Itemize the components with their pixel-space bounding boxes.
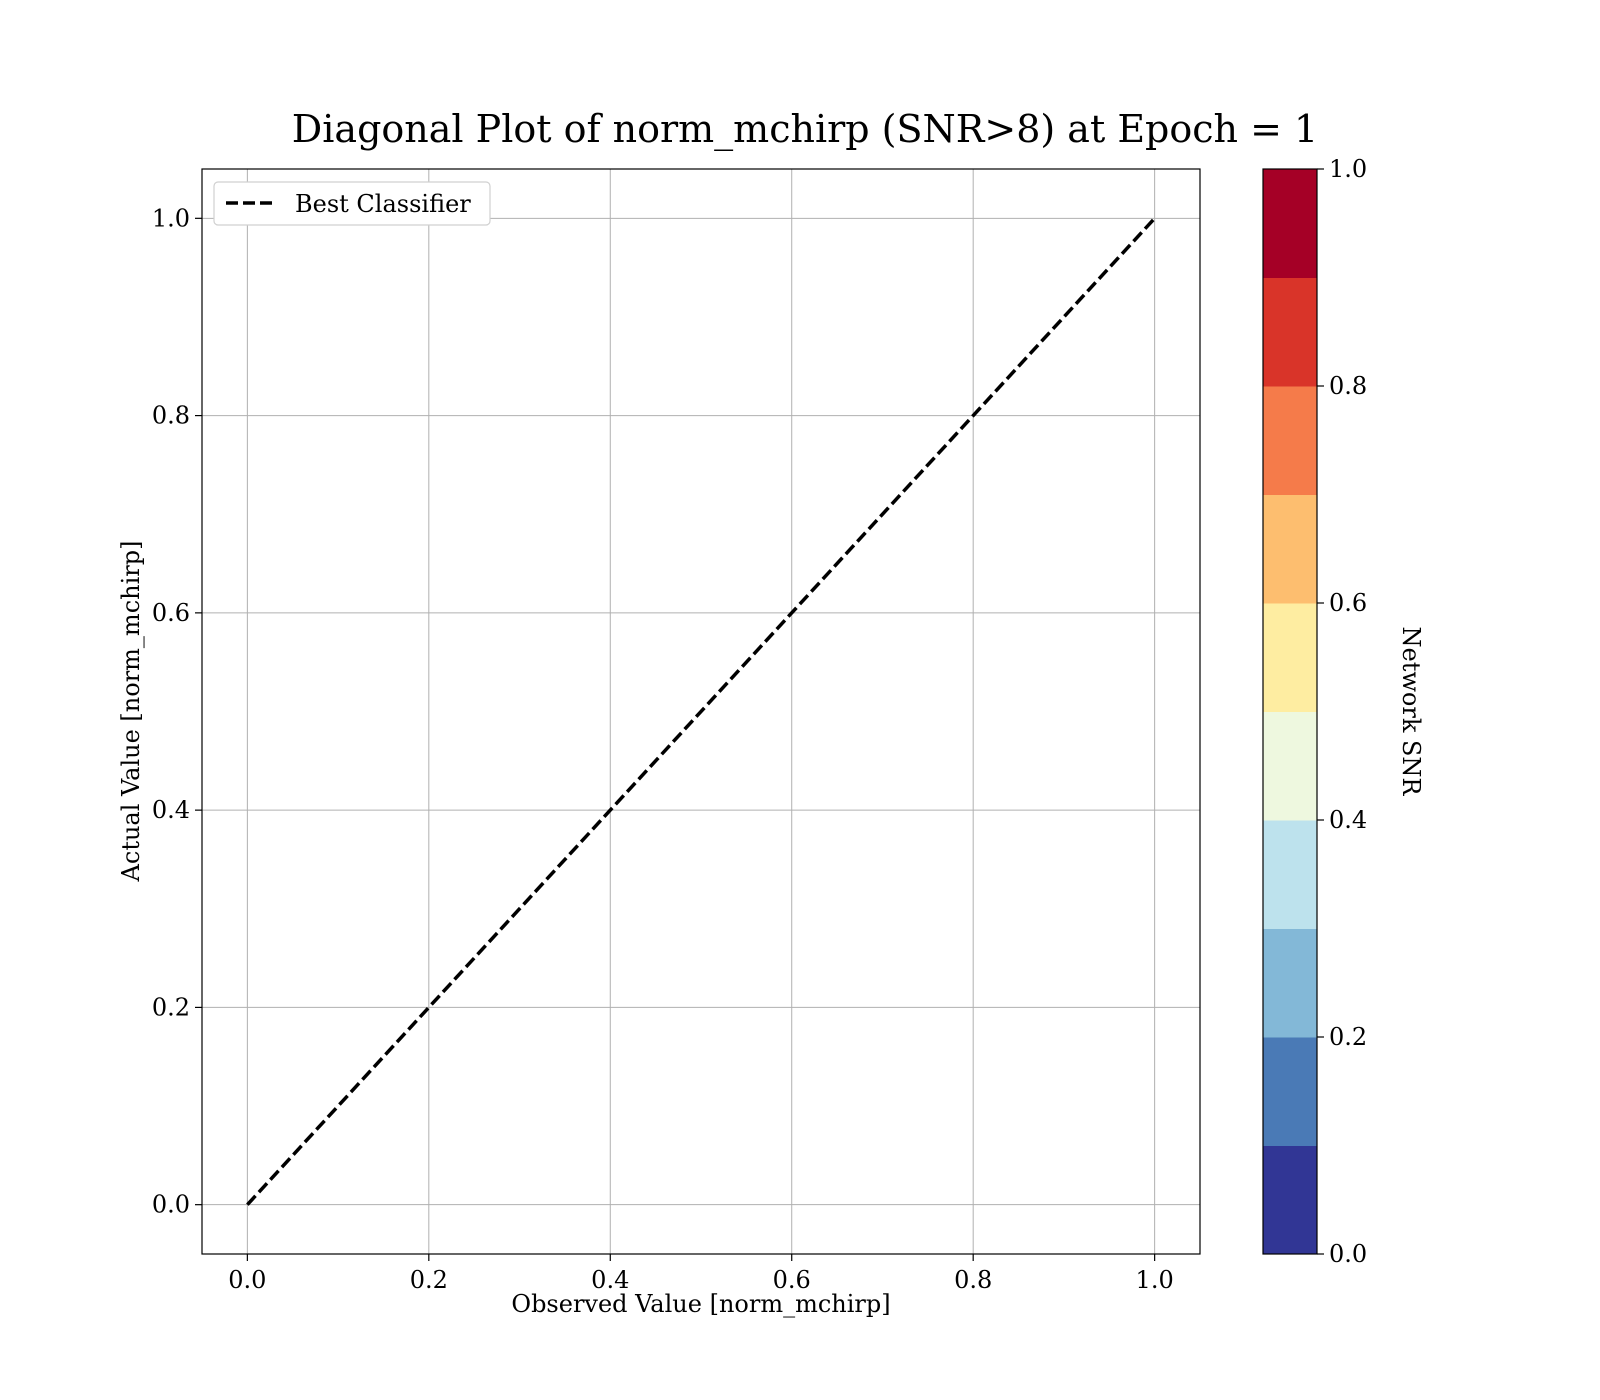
x-tick-label: 0.0 <box>228 1266 266 1294</box>
colorbar-segment <box>1263 1037 1317 1146</box>
colorbar-segment <box>1263 386 1317 495</box>
x-tick-label: 0.6 <box>773 1266 811 1294</box>
colorbar-frame <box>1262 168 1318 1255</box>
colorbar-tick-label: 0.6 <box>1329 589 1367 617</box>
colorbar-segment <box>1263 169 1317 278</box>
colorbar-tick-label: 0.2 <box>1329 1023 1367 1051</box>
y-axis-label: Actual Value [norm_mchirp] <box>117 541 145 883</box>
y-tick-label: 0.2 <box>152 993 190 1021</box>
colorbar-segment <box>1263 711 1317 821</box>
colorbar-label: Network SNR <box>1397 627 1425 797</box>
grid-lines <box>202 169 1200 1254</box>
y-tick-label: 0.0 <box>152 1191 190 1219</box>
x-axis-label: Observed Value [norm_mchirp] <box>511 1290 890 1318</box>
y-axis-ticks: 0.0 0.2 0.4 0.6 0.8 1.0 <box>152 204 202 1219</box>
x-tick-label: 0.8 <box>954 1266 992 1294</box>
colorbar-tick-label: 0.0 <box>1329 1240 1367 1268</box>
legend-label-best-classifier: Best Classifier <box>295 190 471 218</box>
colorbar-segment <box>1263 494 1317 604</box>
y-tick-label: 1.0 <box>152 204 190 232</box>
y-tick-label: 0.8 <box>152 402 190 430</box>
colorbar-segment <box>1263 820 1317 929</box>
x-tick-label: 1.0 <box>1136 1266 1174 1294</box>
y-tick-label: 0.4 <box>152 796 190 824</box>
legend-box <box>213 181 491 226</box>
series-layer <box>246 217 1156 1206</box>
series-line-best-classifier <box>246 217 1156 1206</box>
colorbar-tick-label: 1.0 <box>1329 155 1367 183</box>
colorbar-segment <box>1263 1145 1317 1255</box>
colorbar-segment <box>1263 277 1317 387</box>
plot-frame <box>201 168 1201 1255</box>
y-tick-label: 0.6 <box>152 599 190 627</box>
colorbar-segment <box>1263 603 1317 712</box>
colorbar <box>1263 169 1317 1255</box>
x-tick-label: 0.4 <box>591 1266 629 1294</box>
colorbar-segment <box>1263 928 1317 1038</box>
chart-title: Diagonal Plot of norm_mchirp (SNR>8) at … <box>292 107 1318 152</box>
colorbar-tick-label: 0.4 <box>1329 806 1367 834</box>
colorbar-ticks: 0.0 0.2 0.4 0.6 0.8 1.0 <box>1317 155 1367 1268</box>
x-tick-label: 0.2 <box>410 1266 448 1294</box>
x-axis-ticks: 0.0 0.2 0.4 0.6 0.8 1.0 <box>228 1254 1174 1294</box>
colorbar-tick-label: 0.8 <box>1329 372 1367 400</box>
legend: Best Classifier <box>213 181 491 226</box>
